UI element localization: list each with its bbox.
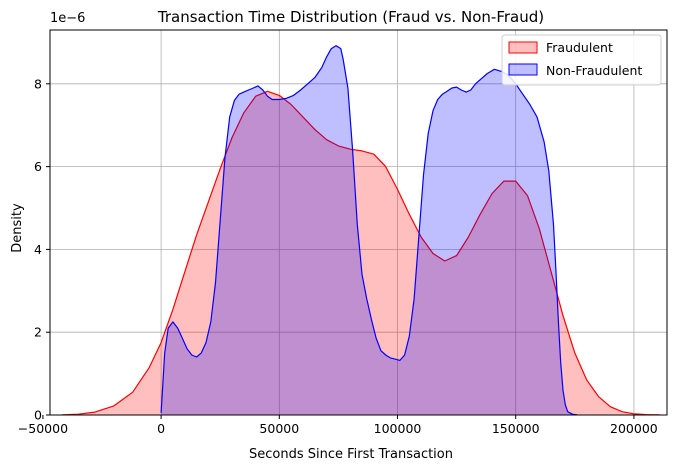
plot-frame [49,29,668,416]
plot-border [49,29,668,416]
y-tick-label-1: 2 [34,325,42,340]
x-tick-label-3: 100000 [374,421,422,436]
x-tick-label-4: 150000 [492,421,540,436]
y-offset-label: 1e−6 [50,11,85,26]
area-fill-non-fraudulent [161,45,578,415]
legend-box [501,34,662,86]
y-tick-label-0: 0 [34,408,42,423]
chart-title: Transaction Time Distribution (Fraud vs.… [157,8,544,26]
legend: Fraudulent Non-Fraudulent [501,34,662,86]
x-tick-label-0: −50000 [18,421,68,436]
legend-label-non-fraudulent: Non-Fraudulent [546,63,642,78]
x-tick-label-5: 200000 [610,421,658,436]
x-tick-label-1: 0 [157,421,165,436]
legend-label-fraudulent: Fraudulent [546,40,613,55]
legend-swatch-fraudulent [508,41,538,54]
x-axis-ticks: −50000 0 50000 100000 150000 200000 [18,415,658,436]
y-tick-label-3: 6 [34,159,42,174]
x-tick-label-2: 50000 [259,421,299,436]
y-tick-label-2: 4 [34,242,42,257]
y-tick-label-4: 8 [34,76,42,91]
y-axis-label: Density [10,203,25,253]
legend-swatch-non-fraudulent [508,63,538,76]
area-fill-fraudulent [61,91,660,416]
density-areas [61,45,660,416]
x-axis-label: Seconds Since First Transaction [249,447,453,462]
y-axis-ticks: 0 2 4 6 8 [34,76,50,423]
density-line-fraudulent [61,90,660,416]
